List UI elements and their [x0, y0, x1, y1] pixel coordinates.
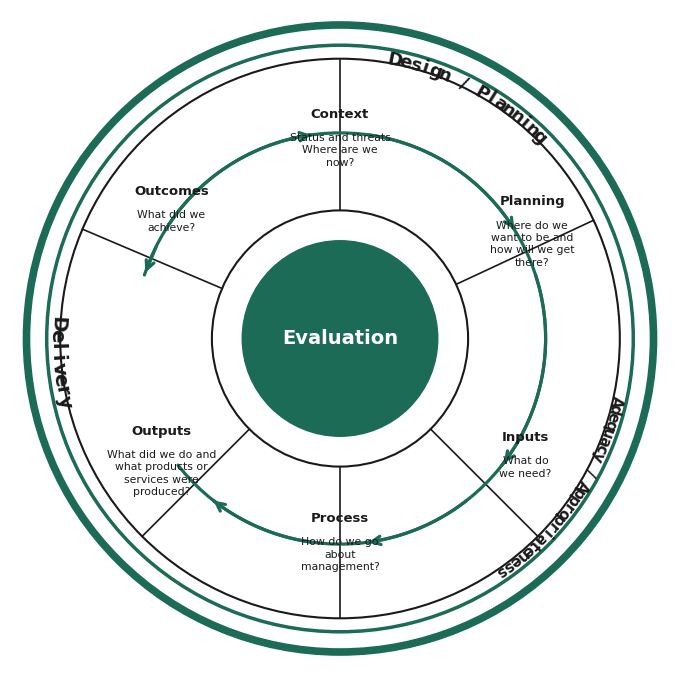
Text: i: i [420, 59, 430, 78]
Text: a: a [531, 530, 549, 548]
Text: /: / [457, 74, 471, 93]
Text: How do we go
about
management?: How do we go about management? [301, 538, 379, 572]
Text: P: P [472, 83, 492, 104]
Text: v: v [48, 362, 69, 376]
Circle shape [20, 18, 660, 659]
Text: A: A [607, 394, 625, 408]
Text: d: d [606, 402, 623, 416]
Text: g: g [528, 127, 550, 148]
Text: Process: Process [311, 512, 369, 525]
Text: r: r [543, 519, 560, 534]
Text: n: n [506, 106, 527, 128]
Text: i: i [516, 114, 532, 132]
Text: l: l [48, 343, 67, 350]
Text: e: e [50, 372, 70, 388]
Text: A: A [572, 477, 591, 495]
Text: y: y [588, 450, 606, 464]
Text: q: q [600, 418, 618, 433]
Text: What did we do and
what products or
services were
produced?: What did we do and what products or serv… [107, 450, 216, 497]
Circle shape [228, 227, 452, 450]
Text: n: n [522, 119, 543, 141]
Text: What did we
achieve?: What did we achieve? [137, 211, 205, 233]
Text: s: s [500, 558, 516, 575]
Text: What do
we need?: What do we need? [499, 456, 551, 479]
Text: n: n [498, 100, 519, 122]
Text: /: / [582, 466, 598, 477]
Text: Outcomes: Outcomes [134, 185, 209, 198]
Text: t: t [526, 537, 542, 552]
Text: s: s [494, 563, 509, 580]
Text: D: D [386, 50, 404, 71]
Text: y: y [53, 393, 75, 410]
Text: r: r [560, 500, 576, 515]
Text: i: i [48, 353, 67, 362]
Text: l: l [483, 89, 498, 108]
Text: e: e [397, 53, 413, 73]
Text: Evaluation: Evaluation [282, 329, 398, 348]
Text: a: a [595, 434, 613, 449]
Text: n: n [513, 547, 530, 565]
Text: r: r [52, 385, 72, 397]
Text: Planning: Planning [499, 196, 565, 209]
Text: Outputs: Outputs [131, 424, 191, 437]
Text: e: e [520, 542, 537, 559]
Text: o: o [554, 505, 571, 523]
Text: a: a [490, 93, 509, 115]
Circle shape [242, 241, 438, 436]
Text: e: e [507, 552, 524, 570]
Text: i: i [539, 526, 553, 540]
Text: e: e [48, 328, 67, 342]
Text: Inputs: Inputs [502, 431, 549, 444]
Text: e: e [603, 410, 621, 424]
Text: g: g [426, 61, 444, 83]
Text: Where do we
want to be and
how will we get
there?: Where do we want to be and how will we g… [490, 221, 575, 267]
Text: s: s [408, 56, 423, 76]
Text: p: p [563, 492, 581, 509]
Text: Context: Context [311, 108, 369, 121]
Text: D: D [48, 315, 67, 332]
Text: p: p [548, 511, 566, 529]
Text: n: n [435, 65, 454, 86]
Text: Status and threats
Where are we
now?: Status and threats Where are we now? [290, 133, 390, 168]
Text: c: c [592, 442, 609, 456]
Text: u: u [598, 426, 615, 441]
Text: p: p [568, 485, 586, 502]
